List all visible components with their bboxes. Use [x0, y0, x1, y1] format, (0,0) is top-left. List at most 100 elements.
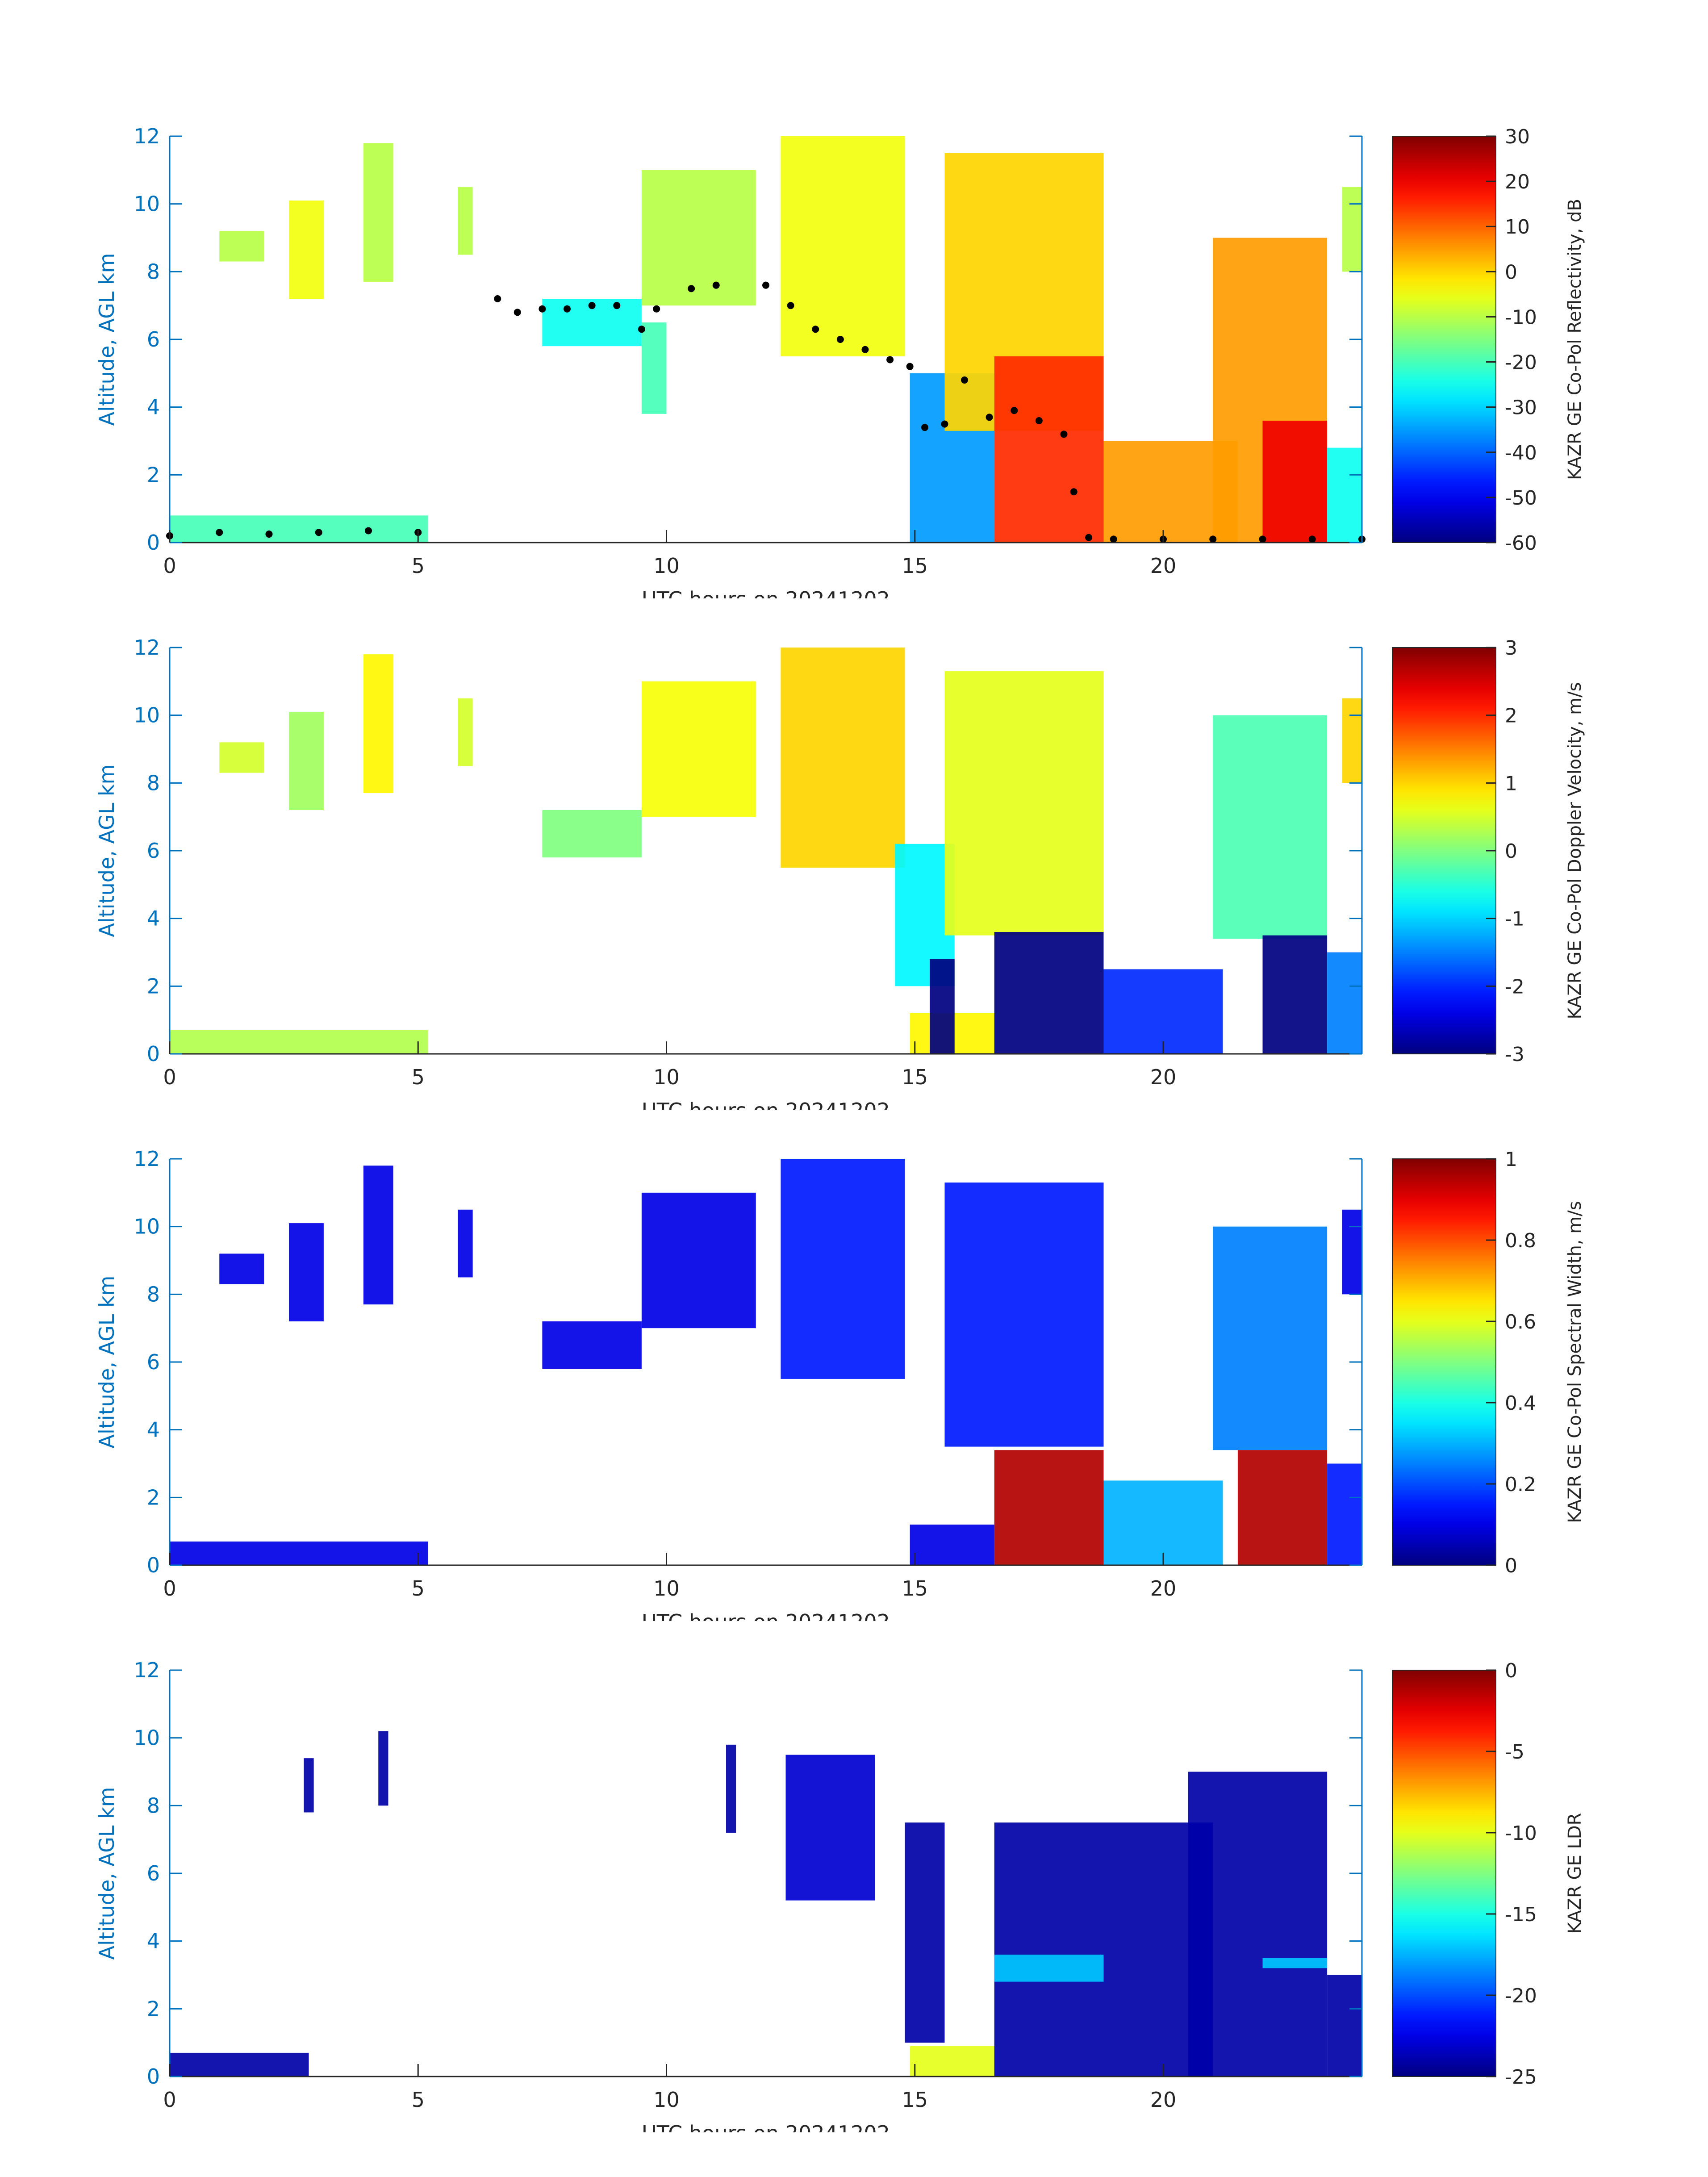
y-tick-label: 12 — [134, 124, 160, 148]
echo-region-1 — [219, 1254, 264, 1284]
overlay-point-22 — [906, 363, 914, 370]
echo-region-7 — [781, 648, 905, 868]
echo-region-8 — [994, 1955, 1104, 1982]
overlay-point-2 — [265, 531, 273, 538]
echo-region-4 — [785, 1755, 875, 1901]
overlay-point-13 — [653, 305, 660, 313]
x-tick-label: 15 — [902, 554, 928, 578]
echo-region-11 — [994, 356, 1104, 543]
x-tick-label: 5 — [412, 1576, 425, 1600]
y-tick-label: 4 — [147, 1418, 160, 1442]
echo-region-14 — [1213, 715, 1328, 939]
echo-region-14 — [1327, 1463, 1362, 1565]
x-axis-label: UTC hours on 20241202 — [642, 587, 890, 598]
echo-region-0 — [170, 1030, 428, 1054]
echo-region-10 — [1262, 1958, 1328, 1968]
y-axis-label: Altitude, AGL km — [95, 253, 119, 426]
colorbar-tick-label: -3 — [1505, 1043, 1524, 1066]
echo-region-7 — [641, 170, 756, 306]
echo-region-15 — [1342, 1209, 1362, 1295]
overlay-point-11 — [613, 302, 621, 309]
echo-region-8 — [781, 136, 905, 356]
colorbar-tick-label: -1 — [1505, 908, 1524, 931]
colorbar-tick-label: -5 — [1505, 1741, 1524, 1763]
colorbar-tick-label: 2 — [1505, 705, 1517, 727]
colorbar-tick-label: 1 — [1505, 1148, 1517, 1171]
overlay-point-7 — [514, 309, 521, 316]
echo-region-10 — [994, 1450, 1104, 1565]
colorbar-tick-label: 3 — [1505, 637, 1517, 660]
chart-svg: 02468101205101520UTC hours on 20241202Al… — [95, 635, 1585, 1110]
x-tick-label: 5 — [412, 2088, 425, 2112]
colorbar-label: KAZR GE Co-Pol Spectral Width, m/s — [1565, 1201, 1585, 1523]
echo-region-2 — [378, 1731, 388, 1806]
y-tick-label: 8 — [147, 1793, 160, 1818]
x-tick-label: 0 — [163, 1576, 176, 1600]
y-tick-label: 8 — [147, 259, 160, 284]
echo-region-9 — [1188, 1772, 1328, 2077]
colorbar-tick-label: -40 — [1505, 442, 1537, 464]
overlay-point-34 — [1209, 535, 1217, 543]
echo-region-0 — [170, 515, 428, 543]
echo-region-17 — [1342, 698, 1362, 783]
overlay-point-15 — [712, 281, 720, 289]
x-axis-label: UTC hours on 20241202 — [642, 1099, 890, 1110]
y-tick-label: 10 — [134, 1215, 160, 1239]
x-tick-label: 15 — [902, 1576, 928, 1600]
colorbar-tick-label: 20 — [1505, 171, 1530, 193]
colorbar-tick-label: 0 — [1505, 1659, 1517, 1682]
overlay-point-21 — [886, 356, 894, 364]
echo-region-13 — [1103, 969, 1223, 1054]
y-axis-label: Altitude, AGL km — [95, 1275, 119, 1448]
overlay-point-3 — [315, 529, 322, 536]
overlay-point-25 — [961, 376, 968, 384]
echo-region-16 — [1342, 187, 1362, 272]
echo-region-11 — [1103, 1480, 1223, 1565]
colorbar-label: KAZR GE LDR — [1565, 1813, 1585, 1934]
echo-region-11 — [944, 671, 1104, 936]
colorbar-tick-label: 0.8 — [1505, 1229, 1536, 1252]
overlay-point-24 — [941, 420, 948, 428]
y-tick-label: 6 — [147, 1350, 160, 1374]
y-tick-label: 8 — [147, 771, 160, 795]
echo-region-5 — [910, 2046, 994, 2077]
overlay-point-18 — [812, 326, 819, 333]
colorbar-tick-label: 30 — [1505, 125, 1530, 148]
colorbar-tick-label: 0.6 — [1505, 1311, 1536, 1333]
chart-svg: 02468101205101520UTC hours on 20241202Al… — [95, 1658, 1585, 2132]
chart-svg: 02468101205101520UTC hours on 20241202Al… — [95, 124, 1585, 598]
y-tick-label: 0 — [147, 1553, 160, 1577]
y-tick-label: 10 — [134, 192, 160, 216]
y-tick-label: 4 — [147, 395, 160, 419]
overlay-point-26 — [986, 414, 993, 421]
x-axis-label: UTC hours on 20241202 — [642, 1610, 890, 1621]
chart-svg: 02468101205101520UTC hours on 20241202Al… — [95, 1147, 1585, 1621]
colorbar-tick-label: 10 — [1505, 216, 1530, 238]
echo-region-7 — [781, 1159, 905, 1379]
y-tick-label: 4 — [147, 907, 160, 931]
x-axis-label: UTC hours on 20241202 — [642, 2121, 890, 2132]
echo-region-2 — [289, 201, 324, 299]
colorbar-tick-label: 0 — [1505, 1554, 1517, 1577]
echo-region-4 — [458, 698, 473, 766]
x-tick-label: 20 — [1150, 2088, 1177, 2112]
echo-region-2 — [289, 712, 324, 810]
echo-region-15 — [1327, 447, 1362, 543]
colorbar-tick-label: 0 — [1505, 261, 1517, 284]
echo-region-1 — [304, 1758, 314, 1813]
colorbar-tick-label: -50 — [1505, 487, 1537, 510]
echo-region-6 — [641, 1192, 756, 1329]
echo-region-4 — [458, 1209, 473, 1278]
colorbar-label: KAZR GE Co-Pol Doppler Velocity, m/s — [1565, 682, 1585, 1020]
y-tick-label: 12 — [134, 1658, 160, 1682]
echo-region-4 — [458, 187, 473, 255]
echo-region-3 — [363, 654, 393, 794]
overlay-point-10 — [588, 302, 596, 309]
y-tick-label: 12 — [134, 1147, 160, 1171]
y-tick-label: 0 — [147, 2064, 160, 2089]
overlay-point-27 — [1011, 407, 1018, 414]
colorbar — [1392, 647, 1496, 1054]
y-tick-label: 0 — [147, 531, 160, 555]
echo-region-1 — [219, 742, 264, 773]
